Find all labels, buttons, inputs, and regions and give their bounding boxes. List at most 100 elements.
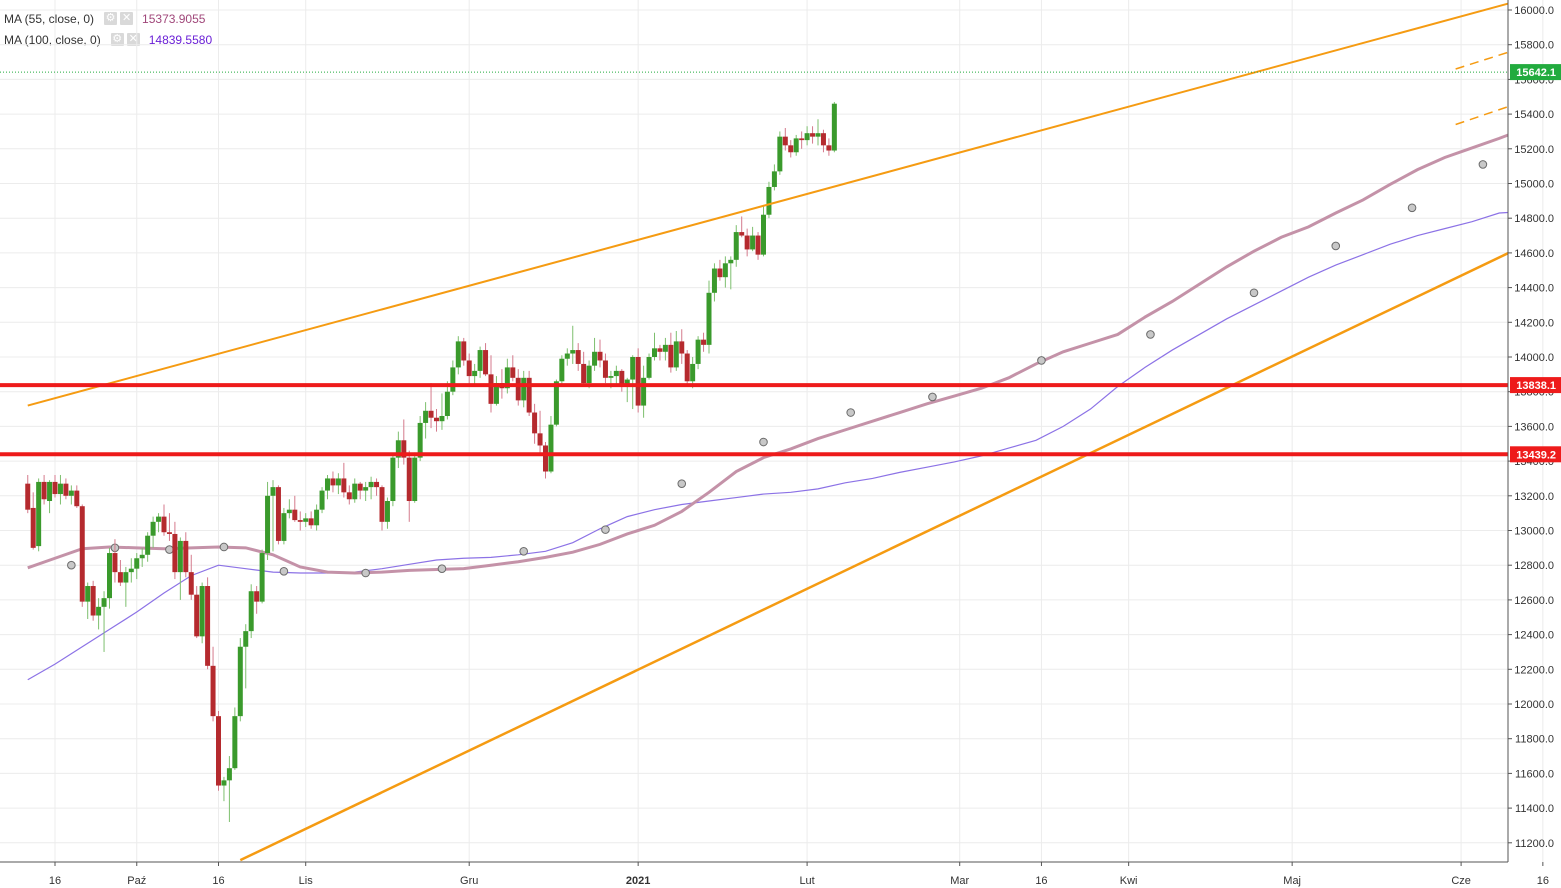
- trendline[interactable]: [239, 203, 1561, 862]
- candle-body: [96, 606, 102, 616]
- candle-down: [297, 511, 303, 531]
- candle-up: [673, 330, 679, 371]
- candle-body: [630, 357, 636, 380]
- candle-up: [641, 365, 647, 418]
- candle-up: [352, 478, 358, 503]
- candle-up: [646, 353, 652, 380]
- candle-down: [379, 485, 385, 531]
- candle-body: [270, 487, 276, 496]
- candle-body: [79, 506, 85, 602]
- candle-body: [303, 518, 309, 522]
- candle-down: [619, 369, 625, 392]
- candle-body: [515, 377, 521, 401]
- candle-up: [630, 355, 636, 410]
- candle-up: [314, 504, 320, 531]
- candle-body: [646, 357, 652, 378]
- candle-body: [831, 103, 837, 151]
- ma55-marker: [519, 547, 529, 556]
- candle-body: [597, 351, 603, 361]
- candle-down: [543, 442, 548, 479]
- candle-body: [68, 490, 74, 496]
- candle-body: [47, 481, 53, 502]
- candle-down: [357, 481, 363, 500]
- price-tick-label: 15800.0: [1514, 40, 1554, 52]
- candle-body: [532, 412, 538, 434]
- candle-up: [128, 558, 134, 583]
- candle-body: [265, 495, 271, 554]
- candle-body: [205, 586, 211, 666]
- price-tick-label: 12200.0: [1514, 664, 1554, 676]
- candle-up: [750, 226, 756, 252]
- candle-down: [537, 410, 543, 455]
- price-tick-label: 15000.0: [1514, 179, 1554, 191]
- candle-up: [57, 474, 63, 505]
- candle-body: [466, 360, 472, 377]
- ma55-marker: [165, 545, 174, 554]
- candle-body: [586, 365, 592, 384]
- price-tick-label: 14600.0: [1514, 248, 1554, 260]
- candle-body: [254, 591, 260, 602]
- candle-up: [123, 566, 129, 607]
- candle-down: [788, 140, 794, 158]
- candle-body: [695, 339, 701, 364]
- candle-body: [30, 507, 36, 548]
- candle-body: [450, 367, 456, 392]
- last-price-tag-bg: [1510, 64, 1561, 81]
- candle-body: [810, 133, 816, 137]
- candle-body: [128, 568, 134, 573]
- candle-body: [673, 341, 679, 368]
- candle-body: [548, 424, 554, 472]
- time-tick-label: 16: [212, 875, 224, 887]
- candle-down: [744, 228, 750, 257]
- candle-body: [308, 518, 314, 526]
- candle-body: [624, 379, 630, 387]
- gear-icon[interactable]: ⚙: [104, 12, 118, 25]
- time-tick-label: Cze: [1451, 875, 1471, 887]
- close-icon[interactable]: ✕: [120, 12, 134, 25]
- ma55-marker: [1146, 330, 1155, 339]
- candle-body: [788, 145, 794, 153]
- gear-icon[interactable]: ⚙: [110, 33, 124, 46]
- candle-up: [177, 537, 183, 600]
- candle-up: [831, 101, 837, 153]
- candle-body: [341, 478, 347, 493]
- candle-body: [292, 509, 298, 521]
- time-tick-label: Maj: [1283, 875, 1301, 887]
- candle-body: [226, 768, 232, 781]
- candle-down: [41, 474, 47, 505]
- candle-body: [384, 501, 390, 522]
- candle-body: [41, 481, 47, 500]
- candle-body: [608, 376, 614, 378]
- candle-up: [96, 598, 102, 630]
- candle-up: [728, 256, 734, 290]
- candle-up: [793, 134, 799, 156]
- candle-down: [755, 232, 761, 260]
- candle-up: [145, 532, 151, 562]
- candle-body: [85, 586, 91, 602]
- ma55-marker: [846, 408, 856, 417]
- candle-body: [237, 646, 243, 717]
- level-price-tag: 13838.1: [1510, 377, 1561, 394]
- candle-down: [782, 127, 788, 151]
- candle-down: [79, 504, 85, 607]
- candle-down: [657, 344, 663, 361]
- trendline[interactable]: [27, 2, 1510, 407]
- candle-up: [504, 358, 510, 394]
- candle-body: [112, 553, 118, 573]
- candle-up: [139, 547, 145, 567]
- candle-body: [657, 348, 663, 352]
- price-tick-label: 14200.0: [1514, 317, 1554, 329]
- price-tick-label: 14400.0: [1514, 283, 1554, 295]
- candle-body: [613, 370, 619, 377]
- candle-body: [183, 540, 189, 573]
- candle-body: [335, 478, 341, 486]
- candle-body: [559, 358, 565, 382]
- candle-up: [319, 487, 325, 514]
- candle-up: [444, 381, 450, 420]
- candle-down: [635, 348, 641, 413]
- candle-body: [444, 391, 450, 416]
- candle-body: [619, 370, 625, 387]
- candle-down: [581, 351, 587, 387]
- candle-body: [325, 478, 330, 491]
